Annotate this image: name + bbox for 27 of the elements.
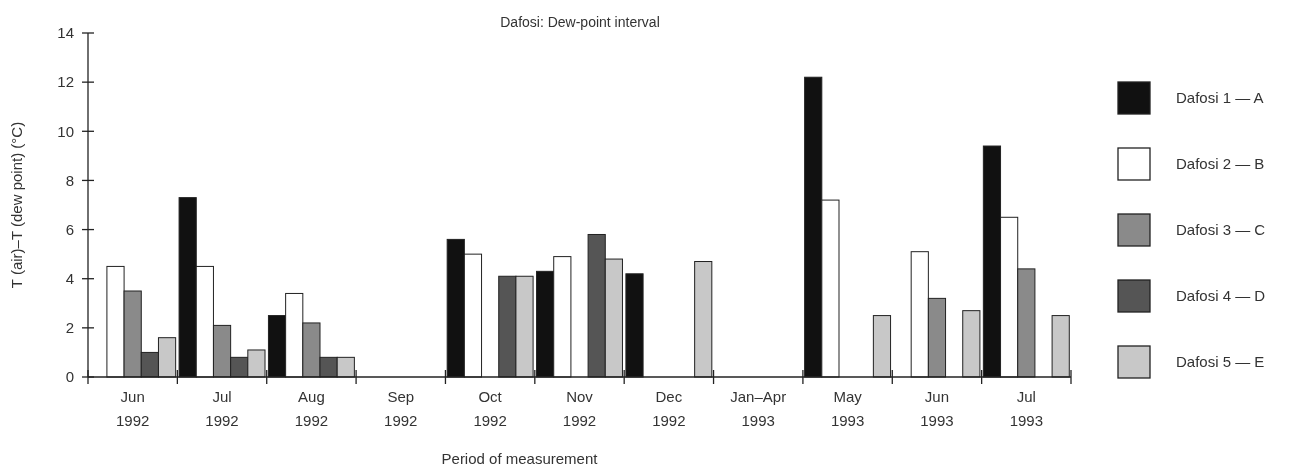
legend-label: Dafosi 5 — E: [1176, 353, 1265, 371]
x-axis-title: Period of measurement: [441, 450, 599, 467]
y-tick-label: 12: [57, 73, 74, 91]
y-tick-label: 6: [65, 220, 74, 238]
x-tick-label: Aug 1992: [294, 388, 329, 429]
y-tick-label: 0: [65, 368, 74, 386]
legend-label: Dafosi 2 — B: [1176, 155, 1265, 173]
y-axis-title: T (air)–T (dew point) (°C): [8, 121, 25, 289]
x-tick-label: Jun 1993: [920, 388, 954, 429]
legend-label: Dafosi 3 — C: [1176, 221, 1266, 239]
y-tick-label: 2: [65, 319, 74, 337]
x-tick-label: Jul 1993: [1009, 388, 1044, 429]
x-tick-label: May 1993: [830, 388, 865, 429]
x-tick-label: Jan–Apr 1993: [730, 388, 787, 429]
y-tick-label: 14: [57, 24, 74, 42]
legend-label: Dafosi 4 — D: [1176, 287, 1266, 305]
chart-title: Dafosi: Dew-point interval: [500, 14, 660, 30]
x-tick-label: Oct 1992: [473, 388, 507, 429]
x-tick-label: Sep 1992: [384, 388, 418, 429]
y-tick-label: 8: [65, 171, 74, 189]
x-tick-label: Jul 1992: [205, 388, 239, 429]
legend-label: Dafosi 1 — A: [1176, 89, 1264, 107]
x-tick-label: Nov 1992: [562, 388, 597, 429]
x-tick-label: Dec 1992: [652, 388, 686, 429]
y-tick-label: 4: [65, 269, 74, 287]
y-tick-label: 10: [57, 122, 74, 140]
x-tick-label: Jun 1992: [115, 388, 150, 429]
